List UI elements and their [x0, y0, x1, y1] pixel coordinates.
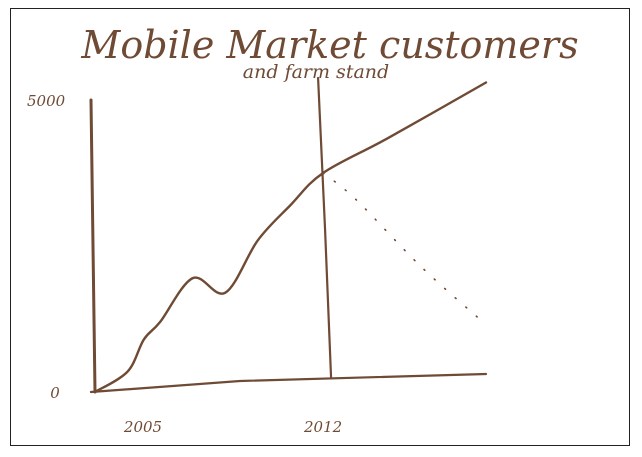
x-tick-group: 2005 2012	[123, 418, 342, 436]
series-group	[93, 81, 488, 394]
series-line-customers	[93, 81, 488, 394]
y-tick-group: 0 5000	[27, 92, 66, 402]
marker-line-group	[316, 76, 333, 380]
x-axis	[89, 372, 488, 394]
y-tick-label-0: 0	[50, 384, 60, 402]
x-tick-label-2012: 2012	[303, 418, 342, 436]
chart-title: Mobile Market customers	[80, 23, 578, 67]
chart-frame	[10, 8, 630, 446]
y-tick-label-5000: 5000	[27, 92, 66, 110]
x-tick-label-2005: 2005	[123, 418, 162, 436]
chart-subtitle: and farm stand	[243, 61, 389, 83]
series-line-projection	[322, 172, 481, 320]
marker-line-2012	[316, 76, 333, 380]
y-axis	[89, 98, 97, 394]
